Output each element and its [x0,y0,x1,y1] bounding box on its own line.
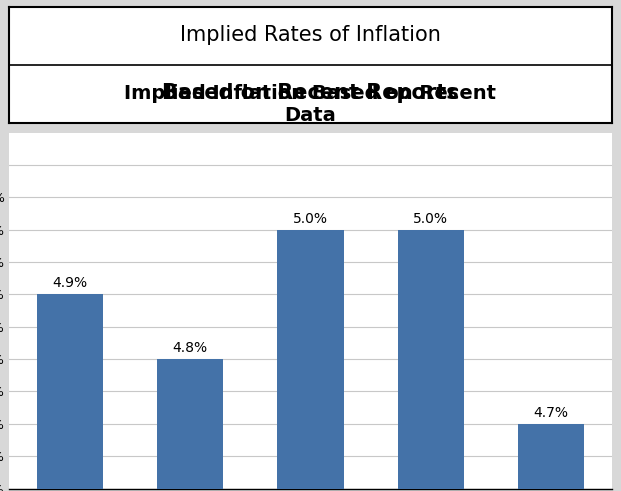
Text: Implied Rates of Inflation: Implied Rates of Inflation [180,25,441,45]
Bar [518,424,584,491]
Title: Implied Inflation Based on Recent
Data: Implied Inflation Based on Recent Data [124,84,497,126]
Bar [37,295,103,491]
Text: Based on Recent Reports: Based on Recent Reports [162,83,459,103]
Text: 4.7%: 4.7% [533,406,569,420]
Text: 5.0%: 5.0% [293,212,328,226]
Bar [398,230,464,491]
Bar [157,359,223,491]
Text: 5.0%: 5.0% [414,212,448,226]
Text: 4.9%: 4.9% [52,276,88,291]
Text: 4.8%: 4.8% [173,341,207,355]
Bar [278,230,343,491]
